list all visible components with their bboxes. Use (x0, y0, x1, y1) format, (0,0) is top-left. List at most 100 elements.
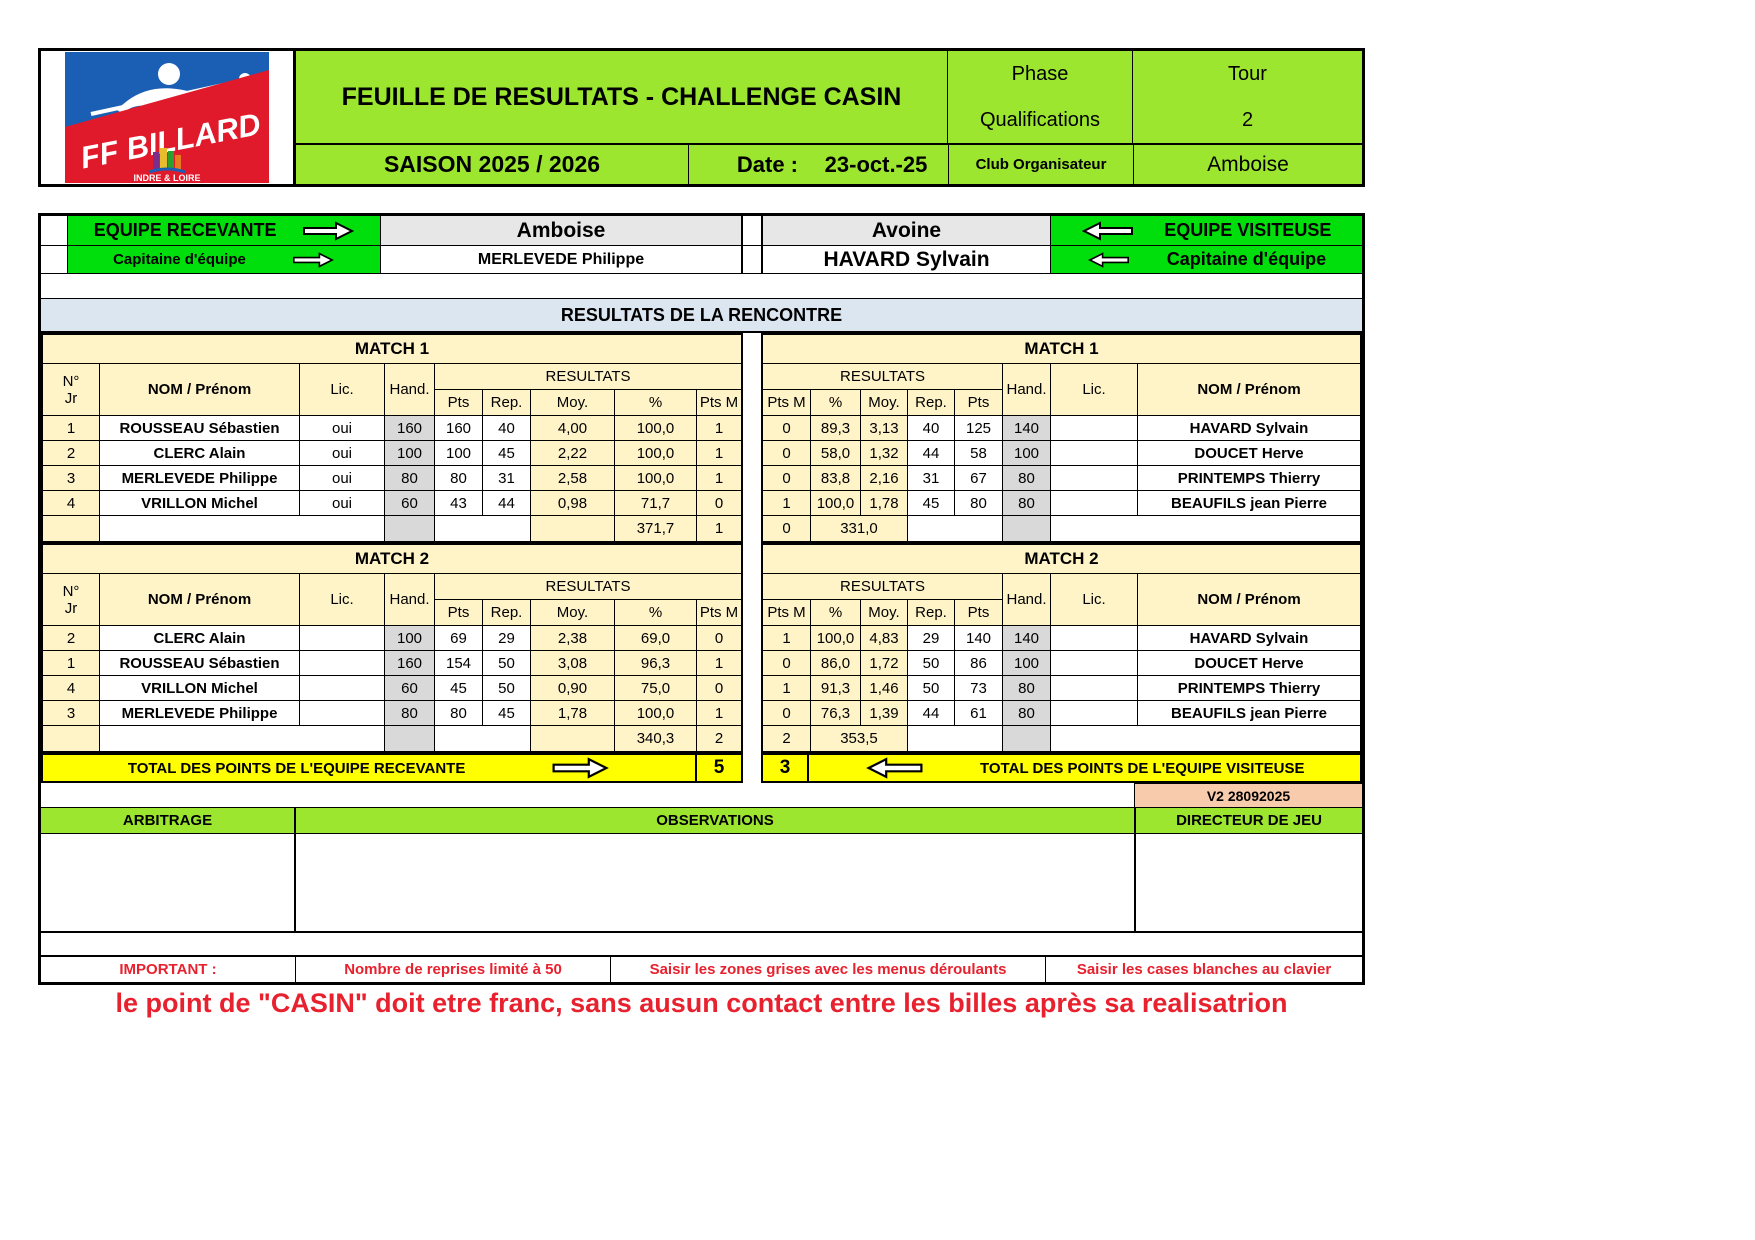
pts-cell[interactable]: 154 (435, 651, 483, 675)
rep-cell[interactable]: 45 (483, 441, 531, 465)
handicap-cell[interactable]: 80 (385, 466, 435, 490)
licence-cell[interactable] (1051, 676, 1138, 700)
licence-cell[interactable]: oui (300, 416, 385, 440)
rep-cell[interactable]: 29 (908, 626, 955, 650)
pts-cell[interactable]: 86 (955, 651, 1003, 675)
rep-cell[interactable]: 29 (483, 626, 531, 650)
rep-cell[interactable]: 50 (483, 676, 531, 700)
match1-away-header: RESULTATS Pts M % Moy. Rep. Pts Hand. Li… (763, 364, 1360, 416)
rep-cell[interactable]: 40 (908, 416, 955, 440)
pts-cell[interactable]: 58 (955, 441, 1003, 465)
moy-cell: 0,98 (531, 491, 615, 515)
licence-cell[interactable] (1051, 491, 1138, 515)
player-name-cell[interactable]: HAVARD Sylvain (1189, 629, 1309, 647)
licence-cell[interactable] (300, 626, 385, 650)
casin-rule-note: le point de "CASIN" doit etre franc, san… (115, 988, 1288, 1018)
licence-cell[interactable] (300, 701, 385, 725)
handicap-cell[interactable]: 160 (385, 651, 435, 675)
pts-cell[interactable]: 140 (955, 626, 1003, 650)
handicap-cell[interactable]: 80 (1003, 466, 1051, 490)
rep-cell[interactable]: 31 (483, 466, 531, 490)
arbitrage-box[interactable] (41, 834, 296, 931)
handicap-cell[interactable]: 100 (1003, 651, 1051, 675)
player-name-cell[interactable]: BEAUFILS jean Pierre (1171, 494, 1327, 512)
handicap-cell[interactable]: 160 (385, 416, 435, 440)
rep-cell[interactable]: 44 (908, 701, 955, 725)
away-team-name[interactable]: Avoine (761, 216, 1051, 246)
rep-cell[interactable]: 44 (908, 441, 955, 465)
player-name-cell[interactable]: VRILLON Michel (100, 491, 300, 515)
date-value[interactable]: 23-oct.-25 (804, 145, 949, 184)
player-name-cell[interactable]: HAVARD Sylvain (1189, 419, 1309, 437)
player-name-cell[interactable]: MERLEVEDE Philippe (100, 701, 300, 725)
licence-cell[interactable]: oui (300, 441, 385, 465)
handicap-cell[interactable]: 80 (1003, 491, 1051, 515)
player-name-cell[interactable]: CLERC Alain (100, 441, 300, 465)
handicap-cell[interactable]: 80 (385, 701, 435, 725)
pts-cell[interactable]: 80 (435, 701, 483, 725)
rep-cell[interactable]: 50 (908, 651, 955, 675)
handicap-cell[interactable]: 100 (385, 626, 435, 650)
club-organisateur-value[interactable]: Amboise (1134, 145, 1362, 184)
handicap-cell[interactable]: 140 (1003, 626, 1051, 650)
handicap-cell[interactable]: 140 (1003, 416, 1051, 440)
handicap-cell[interactable]: 100 (1003, 441, 1051, 465)
rep-cell[interactable]: 40 (483, 416, 531, 440)
handicap-cell[interactable]: 80 (1003, 701, 1051, 725)
player-name-cell[interactable]: ROUSSEAU Sébastien (100, 651, 300, 675)
licence-cell[interactable] (300, 651, 385, 675)
rep-cell[interactable]: 44 (483, 491, 531, 515)
licence-cell[interactable]: oui (300, 466, 385, 490)
handicap-cell[interactable]: 100 (385, 441, 435, 465)
pct-cell: 100,0 (615, 416, 697, 440)
directeur-box[interactable] (1136, 834, 1362, 931)
player-name-cell[interactable]: CLERC Alain (100, 626, 300, 650)
player-name-cell[interactable]: DOUCET Herve (1194, 444, 1304, 462)
pts-cell[interactable]: 160 (435, 416, 483, 440)
player-name-cell[interactable]: ROUSSEAU Sébastien (100, 416, 300, 440)
pts-cell[interactable]: 80 (435, 466, 483, 490)
pts-cell[interactable]: 61 (955, 701, 1003, 725)
licence-cell[interactable]: oui (300, 491, 385, 515)
licence-cell[interactable] (1051, 416, 1138, 440)
pts-cell[interactable]: 80 (955, 491, 1003, 515)
away-captain-name[interactable]: HAVARD Sylvain (761, 246, 1051, 273)
pts-cell[interactable]: 67 (955, 466, 1003, 490)
pts-cell[interactable]: 100 (435, 441, 483, 465)
handicap-cell[interactable]: 80 (1003, 676, 1051, 700)
logo-castle-icon (148, 148, 186, 174)
match1-home-header: N° Jr NOM / Prénom Lic. Hand. RESULTATS P… (43, 364, 741, 416)
phase-value[interactable]: Qualifications (979, 108, 1101, 131)
pct-cell: 86,0 (811, 651, 861, 675)
player-name-cell[interactable]: DOUCET Herve (1194, 654, 1304, 672)
tour-value[interactable]: 2 (1241, 108, 1254, 131)
pts-cell[interactable]: 45 (435, 676, 483, 700)
order-cell: 4 (43, 676, 100, 700)
licence-cell[interactable] (300, 676, 385, 700)
handicap-cell[interactable]: 60 (385, 491, 435, 515)
moy-cell: 1,78 (861, 491, 908, 515)
home-team-name[interactable]: Amboise (381, 216, 743, 246)
player-name-cell[interactable]: PRINTEMPS Thierry (1177, 469, 1321, 487)
rep-cell[interactable]: 45 (908, 491, 955, 515)
licence-cell[interactable] (1051, 466, 1138, 490)
observations-box[interactable] (296, 834, 1136, 931)
licence-cell[interactable] (1051, 441, 1138, 465)
rep-cell[interactable]: 50 (908, 676, 955, 700)
home-captain-name[interactable]: MERLEVEDE Philippe (381, 246, 743, 273)
player-name-cell[interactable]: MERLEVEDE Philippe (100, 466, 300, 490)
pts-cell[interactable]: 125 (955, 416, 1003, 440)
handicap-cell[interactable]: 60 (385, 676, 435, 700)
rep-cell[interactable]: 45 (483, 701, 531, 725)
licence-cell[interactable] (1051, 701, 1138, 725)
player-name-cell[interactable]: VRILLON Michel (100, 676, 300, 700)
licence-cell[interactable] (1051, 651, 1138, 675)
player-name-cell[interactable]: PRINTEMPS Thierry (1177, 679, 1321, 697)
rep-cell[interactable]: 50 (483, 651, 531, 675)
rep-cell[interactable]: 31 (908, 466, 955, 490)
player-name-cell[interactable]: BEAUFILS jean Pierre (1171, 704, 1327, 722)
pts-cell[interactable]: 69 (435, 626, 483, 650)
licence-cell[interactable] (1051, 626, 1138, 650)
pts-cell[interactable]: 43 (435, 491, 483, 515)
pts-cell[interactable]: 73 (955, 676, 1003, 700)
